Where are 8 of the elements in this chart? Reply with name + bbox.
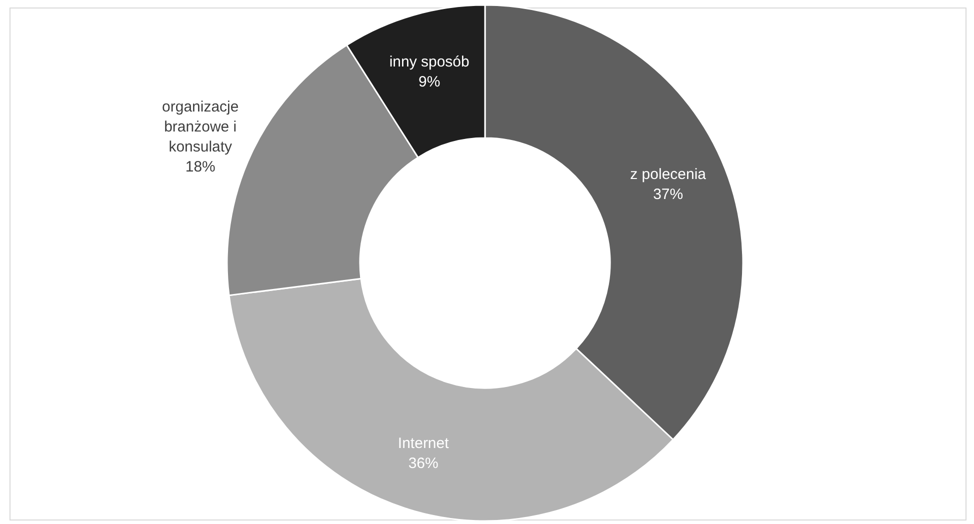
slice-label: z polecenia [630, 166, 707, 184]
slice-label: organizacje branżowe i konsulaty [162, 98, 239, 156]
data-label: 36% [408, 454, 438, 472]
data-label: 18% [185, 158, 216, 176]
data-label: 9% [418, 74, 440, 91]
data-label: 37% [653, 186, 684, 204]
slice-label: Internet [398, 434, 450, 452]
slice-label: inny sposób [389, 54, 470, 71]
